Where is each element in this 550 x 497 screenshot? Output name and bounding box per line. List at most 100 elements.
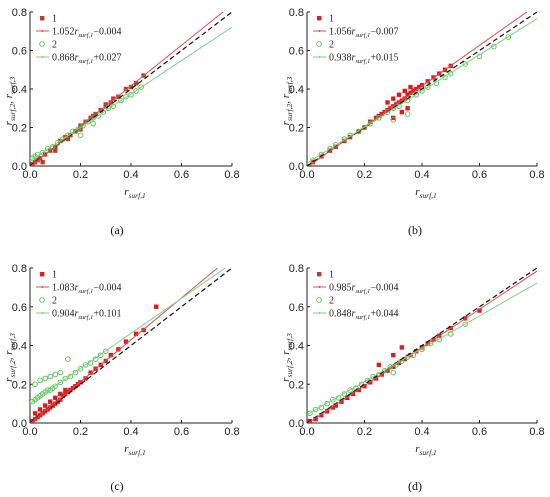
legend-entry: 2	[316, 40, 334, 51]
data-point	[324, 400, 330, 407]
data-point	[462, 321, 468, 327]
x-tick-label: 0.4	[414, 426, 429, 438]
data-point	[88, 370, 93, 375]
data-point	[307, 410, 313, 417]
data-point	[97, 352, 104, 358]
x-tick-label: 0.4	[123, 169, 138, 181]
y-axis-label: rsurf,2, rsurf,3	[280, 76, 294, 125]
plot-area	[307, 268, 537, 423]
legend-entry: 1	[40, 270, 57, 281]
data-point	[32, 411, 38, 416]
chart-panel-1: 0.0 0.2 0.4 0.6 0.8 0.0 0.2 0.4 0.6 0.8 1 1.052rsur…	[3, 7, 240, 237]
legend-line-dot	[318, 30, 321, 32]
legend-line-dot	[318, 312, 321, 314]
legend-label: 0.938rsurf,1+0.015	[329, 53, 399, 66]
data-point	[425, 79, 430, 84]
legend-line-dot	[41, 312, 44, 314]
data-point	[47, 373, 53, 380]
legend-line-dot	[41, 286, 44, 288]
y-tick-label: 0.8	[289, 7, 304, 19]
legend-entry: 2	[39, 296, 57, 307]
fit-line-fit2	[307, 18, 537, 164]
data-point	[391, 352, 396, 358]
legend-label: 1.056rsurf,1−0.007	[329, 27, 399, 40]
data-point	[448, 70, 454, 77]
x-tick-label: 0.8	[529, 426, 544, 438]
fit-line-fit2	[307, 282, 537, 415]
y-tick-label: 0.8	[12, 263, 27, 275]
legend-label: 2	[329, 296, 334, 307]
data-point	[319, 413, 324, 418]
data-point	[404, 111, 411, 117]
data-point	[123, 339, 129, 344]
identity-line	[30, 268, 232, 423]
x-tick-label: 0.6	[472, 426, 487, 438]
x-tick-label: 0.4	[414, 169, 429, 181]
y-tick-label: 0.2	[12, 379, 27, 391]
data-point	[399, 345, 405, 350]
y-tick-label: 0.6	[12, 302, 27, 314]
fit-line-fit2	[30, 268, 227, 404]
legend-label: 1.083rsurf,1−0.004	[52, 283, 122, 296]
legend-marker	[40, 272, 45, 277]
data-point	[111, 96, 116, 101]
legend-marker	[316, 297, 322, 303]
x-tick-label: 0.8	[529, 169, 544, 181]
data-point	[44, 145, 51, 152]
data-point	[77, 132, 84, 138]
data-point	[58, 391, 63, 397]
x-tick-label: 0.0	[22, 169, 37, 181]
data-point	[347, 387, 353, 393]
chart-panel-4: 0.0 0.2 0.4 0.6 0.8 0.0 0.2 0.4 0.6 0.8 1 0.985rsur…	[280, 263, 545, 493]
legend-label: 0.904rsurf,1+0.101	[52, 309, 122, 322]
legend-line-dot	[41, 30, 44, 32]
data-point	[312, 406, 319, 413]
data-point	[339, 399, 344, 404]
data-point	[65, 136, 71, 142]
x-axis-label: rsurf,1	[415, 186, 437, 200]
panel-caption: (b)	[408, 223, 422, 237]
panel-caption: (d)	[408, 479, 422, 493]
data-point	[82, 362, 89, 368]
data-point	[57, 369, 64, 376]
fit-line-fit1	[30, 12, 224, 166]
y-tick-label: 0.0	[289, 161, 304, 173]
y-axis-label: rsurf,2, rsurf,3	[3, 76, 17, 125]
data-point	[133, 331, 139, 337]
y-tick-label: 0.2	[289, 123, 304, 135]
data-point	[123, 86, 129, 92]
panel-caption: (c)	[110, 479, 123, 493]
data-point	[408, 90, 413, 96]
x-tick-label: 0.4	[123, 426, 138, 438]
x-tick-label: 0.0	[299, 426, 314, 438]
legend-label: 1	[329, 14, 334, 25]
legend-line-dot	[318, 286, 321, 288]
y-tick-label: 0.0	[12, 418, 27, 430]
x-tick-label: 0.6	[472, 169, 487, 181]
data-point	[462, 61, 468, 67]
legend-label: 1	[52, 270, 57, 281]
legend-entry: 2	[316, 296, 334, 307]
y-tick-label: 0.6	[289, 302, 304, 314]
data-point	[390, 117, 397, 123]
data-point	[154, 304, 159, 309]
data-point	[37, 377, 43, 384]
data-point	[405, 106, 410, 111]
legend-label: 2	[329, 40, 334, 51]
legend-entry: 1	[40, 14, 57, 25]
y-tick-label: 0.6	[12, 46, 27, 58]
legend-label: 2	[52, 40, 57, 51]
data-point	[103, 102, 108, 107]
y-tick-label: 0.8	[12, 7, 27, 19]
data-point	[313, 416, 318, 422]
data-point	[42, 403, 48, 408]
data-point	[75, 126, 81, 133]
plot-area	[30, 268, 232, 423]
data-point	[138, 84, 144, 90]
legend-entry: 1	[317, 14, 334, 25]
data-point	[477, 308, 482, 313]
data-point	[411, 88, 416, 94]
data-point	[361, 124, 368, 131]
y-tick-label: 0.8	[289, 263, 304, 275]
data-point	[128, 84, 134, 90]
